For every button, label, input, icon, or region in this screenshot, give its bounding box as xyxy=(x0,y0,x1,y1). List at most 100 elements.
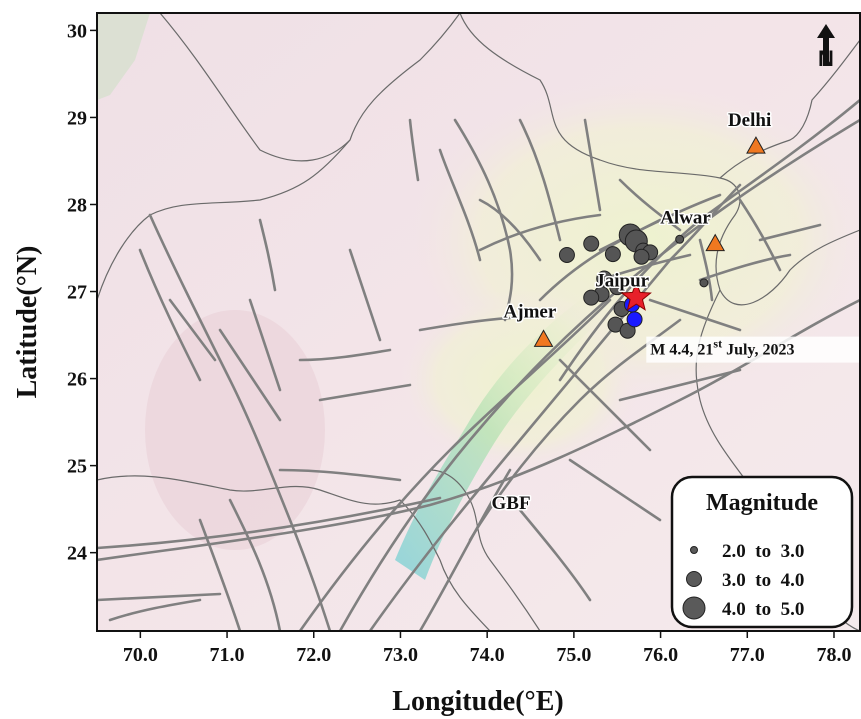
city-label-jaipur: Jaipur xyxy=(595,270,649,291)
city-markers: Delhi Alwar Jaipur Ajmer xyxy=(502,109,773,347)
y-tick-label: 25 xyxy=(67,456,87,478)
fault-mid-2 xyxy=(318,383,412,402)
earthquake-event xyxy=(596,270,613,287)
earthquake-event xyxy=(558,246,575,263)
city-label-alwar: Alwar xyxy=(660,208,711,229)
border-inner-1 xyxy=(429,469,541,631)
legend-symbol xyxy=(686,571,702,587)
fault-aravalli-1 xyxy=(368,183,742,631)
city-triangle-icon xyxy=(746,136,766,154)
fault-south-2 xyxy=(198,518,242,631)
fault-diag-3 xyxy=(583,118,602,212)
north-arrow: N xyxy=(817,24,835,71)
fault-south-6 xyxy=(568,458,662,522)
mainshock-marker: M 4.4, 21st July, 2023 xyxy=(620,281,861,363)
earthquake-event xyxy=(583,289,600,306)
legend-item-label: 4.0 to 5.0 xyxy=(722,599,804,620)
fault-east-5 xyxy=(648,298,742,332)
fault-gbf-2 xyxy=(97,496,442,550)
fault-west-3 xyxy=(218,328,282,422)
legend-title: Magnitude xyxy=(706,490,818,516)
fault-west-5 xyxy=(168,298,217,362)
legend-item-label: 3.0 to 4.0 xyxy=(722,570,804,591)
earthquake-event xyxy=(675,234,685,244)
city-label-delhi: Delhi xyxy=(728,110,771,131)
earthquake-event xyxy=(609,279,626,296)
fault-south-4 xyxy=(108,598,202,622)
y-tick-label: 27 xyxy=(67,282,87,304)
earthquake-event xyxy=(583,235,600,252)
fault-west-1 xyxy=(148,213,332,631)
fault-west-4 xyxy=(248,298,282,392)
fault-grid-1 xyxy=(618,178,682,232)
fault-east-7 xyxy=(698,238,714,302)
city-triangle-icon xyxy=(705,233,726,252)
earthquake-event xyxy=(699,278,709,288)
x-tick-label: 78.0 xyxy=(816,644,851,666)
fault-aravalli-2 xyxy=(298,298,612,631)
fault-west-6 xyxy=(258,218,277,292)
map-frame xyxy=(96,12,861,632)
state-borders xyxy=(97,13,860,631)
fault-aravalli-3 xyxy=(418,468,512,631)
fault-mid-3 xyxy=(278,468,402,482)
x-tick-label: 70.0 xyxy=(123,644,158,666)
fault-east-3 xyxy=(618,368,742,402)
fault-west-2 xyxy=(138,248,202,382)
y-tick-label: 24 xyxy=(67,543,87,565)
mainshock-label-suffix: July, 2023 xyxy=(722,342,794,359)
fault-south-5 xyxy=(518,508,592,602)
border-gujarat xyxy=(97,475,491,631)
north-arrow-icon xyxy=(817,24,835,66)
legend-symbol xyxy=(690,546,698,554)
fault-great-boundary xyxy=(338,118,860,631)
mainshock-label-sup: st xyxy=(713,337,722,351)
earthquake-events xyxy=(558,223,709,339)
city-triangle-icon xyxy=(533,329,554,347)
x-tick-label: 77.0 xyxy=(730,644,765,666)
legend-symbol xyxy=(682,596,706,620)
border-delhi-up xyxy=(719,39,860,179)
border-east xyxy=(719,229,860,306)
x-tick-label: 73.0 xyxy=(383,644,418,666)
fault-diag-1 xyxy=(453,118,514,322)
earthquake-event xyxy=(604,246,621,263)
north-arrow-label: N xyxy=(818,46,834,71)
fault-ne-1 xyxy=(558,98,860,382)
border-rajasthan-north xyxy=(159,13,461,162)
y-tick-label: 29 xyxy=(67,107,87,129)
mainshock-star-icon xyxy=(620,281,652,311)
border-rajasthan-west xyxy=(97,139,351,301)
y-tick-label: 30 xyxy=(67,20,87,42)
fault-diag-5 xyxy=(408,118,420,182)
city-label-ajmer: Ajmer xyxy=(504,301,557,322)
x-tick-label: 71.0 xyxy=(210,644,245,666)
y-tick-label: 28 xyxy=(67,194,87,216)
border-rajasthan-haryana xyxy=(459,13,741,291)
mainshock-label: M 4.4, 21st July, 2023 xyxy=(650,337,794,359)
fault-mid-4 xyxy=(348,248,382,342)
earthquake-event xyxy=(626,311,643,328)
x-tick-label: 74.0 xyxy=(470,644,505,666)
legend-item-label: 2.0 to 3.0 xyxy=(722,541,804,562)
legend-box xyxy=(670,475,854,629)
magnitude-legend: Magnitude 2.0 to 3.0 3.0 to 4.0 4.0 to 5.0 xyxy=(670,475,854,629)
fault-mid-1 xyxy=(298,348,392,362)
fault-mid-5 xyxy=(418,316,512,332)
fault-label-gbf: GBF xyxy=(492,493,531,514)
fault-east-4 xyxy=(558,358,652,452)
fault-diag-6 xyxy=(478,198,542,262)
axis-ticks: 70.0 71.0 72.0 73.0 74.0 75.0 76.0 77.0 78.0 24 25… xyxy=(67,20,851,666)
x-tick-label: 76.0 xyxy=(643,644,678,666)
fault-south-1 xyxy=(228,498,282,631)
mainshock-label-prefix: M 4.4, 21 xyxy=(650,342,713,359)
fault-east-6 xyxy=(758,223,822,242)
fault-ne-3 xyxy=(598,193,722,252)
y-tick-label: 26 xyxy=(67,369,87,391)
fault-aravalli-4 xyxy=(468,318,682,542)
mainshock-label-bg xyxy=(646,336,861,363)
x-tick-label: 75.0 xyxy=(556,644,591,666)
x-tick-label: 72.0 xyxy=(296,644,331,666)
x-axis-title: Longitude(°E) xyxy=(392,686,563,717)
